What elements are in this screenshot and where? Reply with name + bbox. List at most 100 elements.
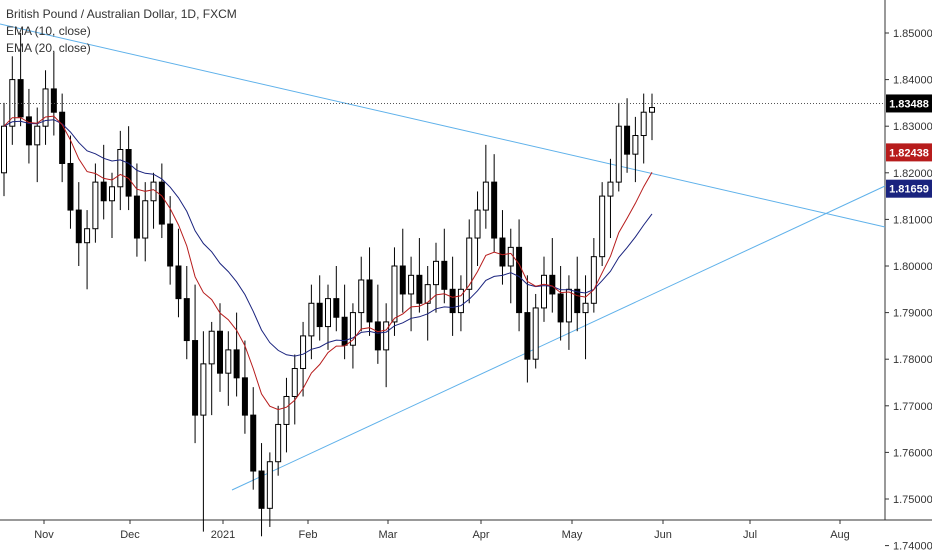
candle-down (524, 312, 531, 360)
candle-down (192, 340, 199, 416)
candle-down (449, 288, 456, 314)
candle-up (383, 321, 390, 351)
candle-up (300, 335, 307, 370)
candle-up (391, 265, 398, 323)
candle-down (333, 298, 340, 318)
y-tick-label: 1.83000 (893, 121, 932, 133)
candle-down (574, 288, 581, 314)
candle-down (167, 223, 174, 267)
candle-up (34, 125, 41, 146)
candle-up (109, 186, 115, 202)
candle-up (1, 125, 7, 174)
candle-up (84, 228, 91, 244)
chart-legend: British Pound / Australian Dollar, 1D, F… (6, 6, 237, 57)
y-tick-label: 1.81000 (893, 214, 932, 226)
x-tick-label: Feb (299, 529, 318, 541)
candle-down (549, 274, 556, 295)
candle-up (408, 274, 415, 295)
candle-up (532, 307, 539, 360)
candle-up (291, 368, 298, 397)
candle-up (92, 181, 99, 230)
candle-up (308, 302, 315, 337)
candle-up (615, 125, 622, 183)
candle-up (9, 79, 16, 127)
candle-down (125, 149, 132, 197)
y-tick-label: 1.84000 (893, 75, 932, 87)
descending-trendline (0, 23, 886, 228)
candle-up (607, 181, 614, 197)
y-tick-label: 1.78000 (893, 354, 932, 366)
y-tick-label: 1.74000 (893, 541, 932, 550)
last-price-badge (886, 94, 932, 113)
candle-down (441, 260, 448, 290)
candle-down (158, 181, 165, 225)
candle-up (649, 107, 655, 113)
candle-up (349, 312, 356, 346)
ema20-badge-text: 1.81659 (889, 184, 929, 196)
y-tick-label: 1.85000 (893, 28, 932, 40)
y-tick-label: 1.76000 (893, 447, 932, 459)
candle-up (474, 209, 481, 239)
candle-up (466, 237, 473, 290)
ascending-trendline (231, 185, 886, 491)
candle-up (117, 149, 124, 188)
candle-up (507, 246, 514, 267)
x-tick-label: 2021 (211, 529, 235, 541)
candle-down (258, 470, 265, 509)
candle-down (374, 321, 381, 351)
x-tick-label: Nov (34, 529, 54, 541)
candle-down (25, 116, 32, 146)
candle-up (599, 195, 606, 258)
candle-up (640, 111, 647, 137)
last-price-badge-text: 1.83488 (889, 98, 929, 110)
candle-up (582, 302, 589, 314)
candle-down (341, 316, 348, 346)
candle-up (225, 349, 232, 374)
candle-down (59, 111, 66, 164)
x-tick-label: Dec (120, 529, 140, 541)
candle-down (17, 79, 24, 118)
candle-down (499, 237, 506, 267)
y-tick-label: 1.80000 (893, 261, 932, 273)
candle-down (366, 279, 373, 323)
y-tick-label: 1.77000 (893, 401, 932, 413)
candle-down (133, 195, 140, 239)
x-tick-label: May (562, 529, 583, 541)
candle-up (433, 260, 439, 286)
candle-up (590, 256, 597, 304)
ema10-line (3, 115, 653, 411)
candle-down (399, 265, 406, 295)
candle-up (482, 181, 489, 211)
candle-down (491, 181, 498, 239)
symbol-title: British Pound / Australian Dollar, 1D, F… (6, 7, 237, 21)
candle-down (100, 181, 107, 202)
candle-down (67, 162, 74, 211)
ema10-badge-text: 1.82438 (889, 147, 929, 159)
candle-down (241, 377, 248, 416)
candle-up (457, 288, 464, 314)
ema20-badge (886, 179, 932, 198)
x-tick-label: Mar (379, 529, 398, 541)
x-tick-label: Jun (654, 529, 672, 541)
candle-up (283, 395, 290, 425)
candle-up (142, 200, 149, 239)
ema20-line (3, 119, 653, 357)
candle-down (233, 349, 240, 379)
candle-down (175, 265, 182, 300)
candle-up (632, 135, 639, 155)
candle-down (75, 209, 82, 244)
candle-up (325, 298, 331, 328)
candle-up (424, 284, 431, 304)
x-tick-label: Aug (830, 529, 850, 541)
candle-down (624, 125, 631, 155)
candle-down (217, 330, 223, 374)
candle-down (557, 293, 564, 323)
candle-down (316, 302, 323, 328)
candle-up (208, 330, 215, 365)
candle-up (42, 88, 49, 127)
y-tick-label: 1.79000 (893, 308, 932, 320)
candle-up (358, 279, 365, 314)
candle-down (416, 274, 423, 304)
candle-up (266, 461, 273, 509)
